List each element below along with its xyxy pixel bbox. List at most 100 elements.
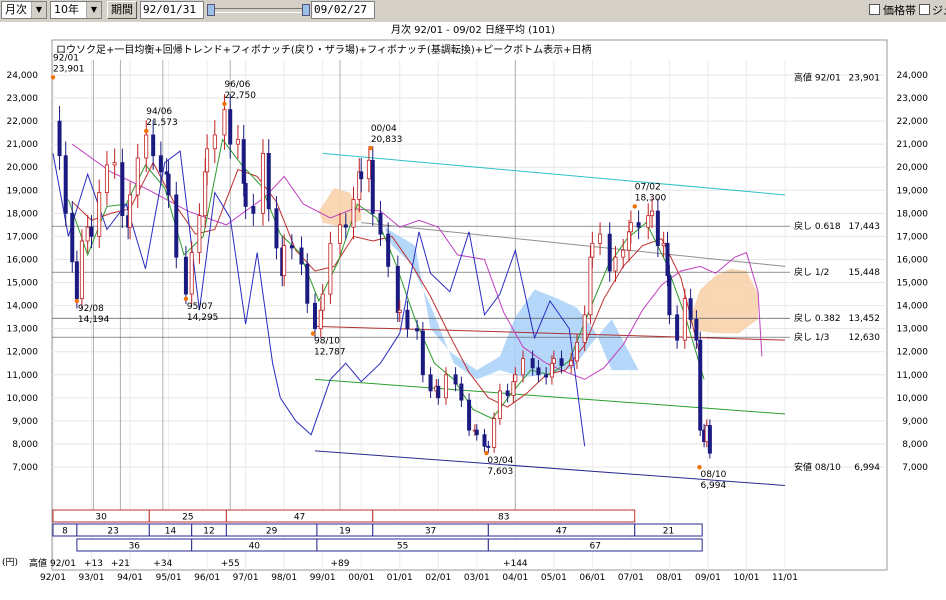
bottom-date-label: 98/10 xyxy=(314,337,340,347)
trend-line xyxy=(314,450,786,486)
period-select-value: 月次 xyxy=(5,3,27,16)
candle-body xyxy=(459,383,464,401)
span-select-value: 10年 xyxy=(54,3,79,16)
range-slider-track[interactable] xyxy=(208,8,308,13)
x-tick-label: 93/01 xyxy=(79,573,105,583)
candle-body xyxy=(707,425,712,454)
candle-body xyxy=(530,358,535,369)
x-tick-label: 07/01 xyxy=(618,573,644,583)
day-count-label: 47 xyxy=(556,527,567,537)
x-tick-label: 98/01 xyxy=(271,573,297,583)
chart-subtitle: ロウソク足+一目均衡+回帰トレンド+フィボナッチ(戻り・ザラ場)+フィボナッチ(… xyxy=(56,43,591,56)
chevron-down-icon[interactable]: ▼ xyxy=(31,2,46,18)
candle-body xyxy=(343,224,348,228)
candle-body xyxy=(559,358,564,366)
day-count-label: 29 xyxy=(266,527,278,537)
y-tick-label-right: 19,000 xyxy=(897,186,929,196)
trend-line xyxy=(322,152,786,196)
candle-body xyxy=(289,245,294,249)
candle-body xyxy=(688,298,693,320)
candle-body xyxy=(544,374,549,378)
day-count-box xyxy=(487,538,703,552)
candle-body xyxy=(299,247,304,265)
candle-body xyxy=(474,429,479,436)
peak-value-label: 21,573 xyxy=(146,118,178,128)
candle-body xyxy=(574,342,579,362)
price-band-checkbox[interactable] xyxy=(869,4,880,15)
y-tick-label-right: 21,000 xyxy=(897,140,929,150)
candle-body xyxy=(158,155,163,173)
peak-marker xyxy=(74,298,80,304)
candle-body xyxy=(151,134,156,157)
trend-line xyxy=(361,222,786,267)
candle-body xyxy=(650,210,655,217)
second-checkbox-label: ジュ xyxy=(932,4,946,17)
peak-value-label: 22,750 xyxy=(224,91,256,101)
day-count-label: 67 xyxy=(590,542,601,552)
start-date-input[interactable]: 92/01/31 xyxy=(140,1,204,19)
candle-body xyxy=(320,293,325,311)
day-count-label: 40 xyxy=(249,542,261,552)
day-count-label: 8 xyxy=(62,527,68,537)
y-tick-label-left: 14,000 xyxy=(7,302,39,312)
end-slider-knob[interactable] xyxy=(302,4,310,16)
candle-body xyxy=(628,222,633,233)
candle-body xyxy=(282,245,287,277)
day-offset-label: +55 xyxy=(221,559,240,569)
y-unit-label: (円) xyxy=(2,557,18,568)
fibonacci-levels: 高値 92/01 23,901 戻し 0.618 17,443 戻し 1/2 15,448… xyxy=(52,71,880,473)
candle-body xyxy=(667,275,672,316)
peak-date-label: 07/02 xyxy=(635,182,661,192)
candle-body xyxy=(588,256,593,316)
candle-body xyxy=(97,192,102,237)
day-count-label: 12 xyxy=(203,527,214,537)
x-tick-label: 03/01 xyxy=(464,573,490,583)
candle-body xyxy=(74,261,79,300)
day-count-label: 83 xyxy=(498,513,509,523)
y-tick-label-left: 11,000 xyxy=(7,371,39,381)
day-offset-label: 92/01 xyxy=(50,559,76,569)
y-tick-label-right: 9,000 xyxy=(902,417,928,427)
y-tick-label-right: 17,000 xyxy=(897,232,929,242)
candle-body xyxy=(351,199,356,228)
y-tick-label-right: 22,000 xyxy=(897,117,929,127)
candle-body xyxy=(613,256,618,272)
trend-line xyxy=(314,325,786,341)
span-select[interactable]: 10年 ▼ xyxy=(50,1,102,19)
candle-body xyxy=(112,162,117,166)
candle-body xyxy=(513,374,518,383)
period-select[interactable]: 月次 ▼ xyxy=(1,1,47,19)
y-tick-label-left: 24,000 xyxy=(7,71,39,81)
candle-body xyxy=(85,226,90,242)
end-date-input[interactable]: 09/02/27 xyxy=(311,1,375,19)
y-tick-label-right: 14,000 xyxy=(897,302,929,312)
chikou-line xyxy=(52,150,586,447)
day-offset-label: +13 xyxy=(84,559,103,569)
period-button[interactable]: 期間 xyxy=(107,1,137,19)
candle-body xyxy=(120,162,125,217)
candle-body xyxy=(436,385,441,399)
candle-body xyxy=(415,328,420,332)
candle-body xyxy=(63,155,68,214)
candle-body xyxy=(260,152,265,214)
candle-body xyxy=(205,148,210,173)
x-tick-label: 97/01 xyxy=(233,573,259,583)
candle-body xyxy=(212,134,217,150)
day-count-label: 19 xyxy=(339,527,351,537)
start-slider-knob[interactable] xyxy=(207,4,215,16)
chevron-down-icon[interactable]: ▼ xyxy=(86,2,101,18)
candle-body xyxy=(536,367,541,376)
peak-value-label: 20,833 xyxy=(371,135,403,145)
y-tick-label-left: 23,000 xyxy=(7,94,39,104)
candle-body xyxy=(338,224,343,244)
peak-date-label: 00/04 xyxy=(371,124,397,134)
toolbar: 月次 ▼ 10年 ▼ 期間 92/01/31 09/02/27 価格帯 ジュ xyxy=(0,0,946,22)
candle-body xyxy=(492,418,497,448)
y-tick-label-left: 15,000 xyxy=(7,279,39,289)
second-checkbox[interactable] xyxy=(919,4,930,15)
fib-level-label: 戻し 0.618 xyxy=(794,220,841,232)
kijun-line xyxy=(71,161,701,408)
trend-line xyxy=(314,378,786,415)
candle-body xyxy=(305,263,310,304)
